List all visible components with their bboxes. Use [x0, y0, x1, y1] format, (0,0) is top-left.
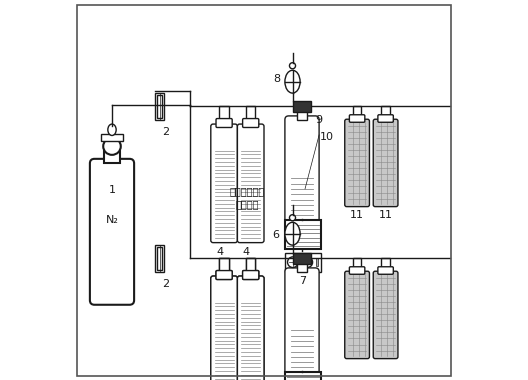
- Text: 2: 2: [163, 279, 169, 288]
- Text: N₂: N₂: [106, 215, 118, 225]
- Bar: [101, 134, 123, 141]
- Ellipse shape: [108, 124, 116, 135]
- Text: 1: 1: [108, 185, 116, 195]
- FancyBboxPatch shape: [285, 116, 319, 222]
- FancyBboxPatch shape: [216, 119, 232, 128]
- Bar: [353, 258, 362, 268]
- Text: 2: 2: [163, 127, 169, 136]
- FancyBboxPatch shape: [238, 124, 264, 243]
- Text: 洗气瓶（内装: 洗气瓶（内装: [229, 186, 265, 196]
- FancyBboxPatch shape: [345, 119, 370, 207]
- Bar: [297, 258, 307, 272]
- FancyBboxPatch shape: [378, 267, 393, 274]
- Bar: [246, 258, 256, 272]
- FancyBboxPatch shape: [378, 115, 393, 122]
- FancyBboxPatch shape: [373, 119, 398, 207]
- Bar: [246, 258, 256, 272]
- Bar: [285, 220, 321, 249]
- FancyBboxPatch shape: [216, 271, 232, 280]
- Bar: [220, 258, 229, 272]
- Bar: [285, 372, 321, 380]
- Text: 9: 9: [316, 115, 323, 125]
- Bar: [381, 106, 390, 116]
- Bar: [220, 258, 229, 272]
- Bar: [381, 258, 390, 268]
- Bar: [316, 258, 318, 266]
- FancyBboxPatch shape: [211, 124, 238, 243]
- Text: 6: 6: [272, 230, 279, 240]
- Bar: [155, 93, 164, 120]
- Bar: [220, 106, 229, 120]
- Circle shape: [288, 257, 298, 268]
- FancyBboxPatch shape: [350, 115, 365, 122]
- Ellipse shape: [285, 70, 300, 93]
- Bar: [285, 253, 321, 272]
- FancyBboxPatch shape: [243, 271, 259, 280]
- Text: 10: 10: [320, 132, 334, 142]
- Bar: [297, 106, 307, 120]
- FancyBboxPatch shape: [90, 159, 134, 305]
- Bar: [293, 101, 311, 112]
- Text: 11: 11: [379, 211, 393, 220]
- Text: 7: 7: [299, 276, 307, 286]
- FancyBboxPatch shape: [216, 271, 232, 280]
- Ellipse shape: [285, 222, 300, 245]
- FancyBboxPatch shape: [243, 271, 259, 280]
- FancyBboxPatch shape: [238, 276, 264, 380]
- Ellipse shape: [103, 138, 121, 155]
- Circle shape: [289, 63, 296, 69]
- Text: 4: 4: [242, 247, 250, 257]
- FancyBboxPatch shape: [211, 276, 238, 380]
- FancyBboxPatch shape: [345, 271, 370, 359]
- Text: 4: 4: [216, 247, 223, 257]
- Bar: [104, 146, 120, 163]
- FancyBboxPatch shape: [238, 276, 264, 380]
- Bar: [293, 253, 311, 264]
- Bar: [353, 106, 362, 116]
- Text: 8: 8: [273, 74, 280, 84]
- Bar: [157, 95, 162, 118]
- Bar: [155, 245, 164, 272]
- FancyBboxPatch shape: [350, 267, 365, 274]
- FancyBboxPatch shape: [373, 271, 398, 359]
- Text: 11: 11: [350, 211, 364, 220]
- Circle shape: [289, 215, 296, 221]
- FancyBboxPatch shape: [243, 119, 259, 128]
- FancyBboxPatch shape: [285, 268, 319, 374]
- Bar: [246, 106, 256, 120]
- FancyBboxPatch shape: [211, 276, 238, 380]
- Text: 高纯水）: 高纯水）: [235, 200, 259, 209]
- Bar: [157, 247, 162, 270]
- Circle shape: [302, 257, 313, 268]
